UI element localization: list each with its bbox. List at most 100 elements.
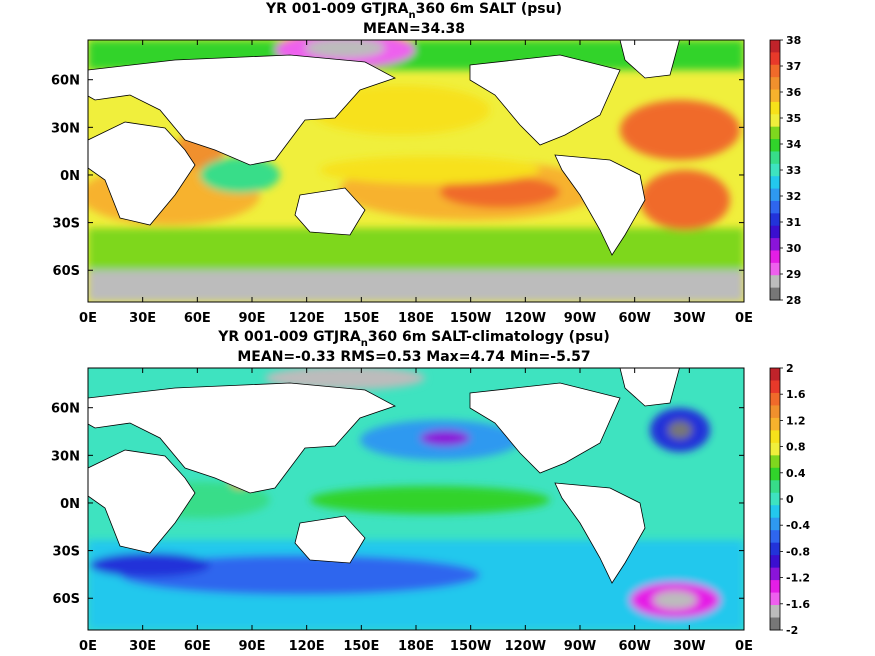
colorbar-swatch [770,77,780,91]
x-tick-label: 120W [505,311,546,326]
colorbar-swatch [770,114,780,128]
colorbar-label: -2 [786,624,798,637]
y-tick-label: 60S [53,592,80,607]
colorbar-swatch [770,392,780,406]
colorbar-label: 33 [786,164,801,177]
colorbar-swatch [770,405,780,419]
salt-anomaly-panel: YR 001-009 GTJRAn360 6m SALT-climatology… [51,329,810,654]
colorbar-swatch [770,505,780,519]
colorbar-label: 28 [786,294,801,307]
y-tick-label: 30S [53,217,80,232]
salt-anomaly-subtitle: MEAN=-0.33 RMS=0.53 Max=4.74 Min=-5.57 [237,349,590,365]
colorbar-swatch [770,225,780,239]
x-tick-label: 60E [184,639,211,654]
colorbar-swatch [770,430,780,444]
colorbar-label: 32 [786,190,801,203]
colorbar-label: 0 [786,493,794,506]
colorbar-label: 30 [786,242,802,255]
colorbar-swatch [770,176,780,190]
x-tick-label: 60E [184,311,211,326]
colorbar-swatch [770,530,780,544]
x-tick-label: 30E [129,311,156,326]
x-tick-label: 120W [505,639,546,654]
x-tick-label: 30W [673,639,705,654]
colorbar-swatch [770,275,780,289]
x-tick-label: 150E [343,639,379,654]
x-tick-label: 120E [289,311,325,326]
x-tick-label: 90W [564,639,596,654]
x-tick-label: 60W [618,311,650,326]
colorbar-swatch [770,442,780,456]
x-tick-label: 0E [735,311,753,326]
colorbar-swatch [770,368,780,381]
colorbar-label: -1.6 [786,598,810,611]
colorbar-label: 0.4 [786,467,806,480]
y-tick-label: 30S [53,545,80,560]
colorbar-swatch [770,52,780,66]
colorbar-swatch [770,250,780,264]
colorbar-label: 29 [786,268,801,281]
colorbar-swatch [770,555,780,569]
colorbar-swatch [770,592,780,606]
colorbar-swatch [770,542,780,556]
colorbar-swatch [770,380,780,394]
colorbar-label: 38 [786,34,801,47]
colorbar-swatch [770,480,780,494]
colorbar-swatch [770,567,780,581]
salt-anomaly-axes: 0E 30E 60E 90E 120E 150E 180E 150W 120W 90W 60W 30W… [51,368,753,654]
colorbar-swatch [770,200,780,214]
colorbar-swatch [770,163,780,177]
colorbar-swatch [770,213,780,227]
y-tick-label: 0N [60,169,80,184]
x-tick-label: 0E [735,639,753,654]
colorbar-label: 37 [786,60,801,73]
colorbar-swatch [770,605,780,619]
salt-panel: YR 001-009 GTJRAn360 6m SALT (psu) MEAN=… [51,1,802,326]
salt-axes: 0E 30E 60E 90E 120E 150E 180E 150W 120W 90W 60W 30W… [51,40,753,326]
colorbar-label: -0.8 [786,545,810,558]
x-tick-label: 90E [239,311,266,326]
y-tick-label: 0N [60,497,80,512]
y-tick-label: 60S [53,264,80,279]
colorbar-swatch [770,188,780,202]
x-tick-label: 30W [673,311,705,326]
colorbar-swatch [770,89,780,103]
colorbar-label: 2 [786,362,794,375]
y-tick-label: 60N [51,74,80,89]
colorbar-label: 1.2 [786,414,806,427]
x-tick-label: 120E [289,639,325,654]
salt-subtitle: MEAN=34.38 [363,21,465,37]
salt-anomaly-colorbar: 2 1.6 1.2 0.8 0.4 0 -0.4 -0.8 -1.2 -1.6 -2 [769,362,810,637]
colorbar-swatch [770,139,780,152]
colorbar-swatch [770,617,780,631]
x-tick-label: 0E [79,311,97,326]
colorbar-swatch [770,455,780,469]
x-tick-label: 30E [129,639,156,654]
x-tick-label: 150W [450,639,491,654]
colorbar-swatch [770,64,780,78]
salt-title: YR 001-009 GTJRAn360 6m SALT (psu) [265,1,562,21]
colorbar-label: -0.4 [786,519,810,532]
colorbar-label: 34 [786,138,802,151]
colorbar-label: 1.6 [786,388,806,401]
x-tick-label: 180E [398,639,434,654]
salt-map [88,40,744,302]
colorbar-swatch [770,40,780,53]
colorbar-label: -1.2 [786,572,810,585]
colorbar-label: 31 [786,216,801,229]
colorbar-label: 36 [786,86,802,99]
colorbar-label: 0.8 [786,441,806,454]
colorbar-swatch [770,517,780,531]
y-tick-label: 30N [51,121,80,136]
x-tick-label: 150W [450,311,491,326]
y-tick-label: 30N [51,449,80,464]
salt-colorbar: 38 37 36 35 34 33 32 31 30 29 28 [769,34,802,307]
colorbar-label: 35 [786,112,801,125]
colorbar-swatch [770,101,780,115]
x-tick-label: 0E [79,639,97,654]
colorbar-swatch [770,467,780,481]
colorbar-swatch [770,151,780,165]
x-tick-label: 90W [564,311,596,326]
colorbar-swatch [770,238,780,251]
colorbar-swatch [770,262,780,276]
